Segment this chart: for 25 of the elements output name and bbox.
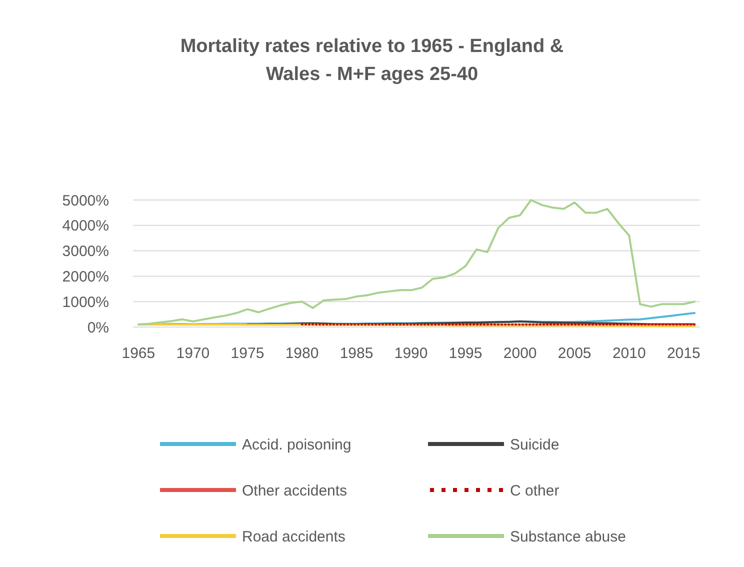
legend-label: C other bbox=[510, 482, 560, 500]
x-tick-label: 2015 bbox=[666, 345, 700, 362]
x-tick-label: 2010 bbox=[612, 345, 646, 362]
x-tick-label: 1995 bbox=[448, 345, 482, 362]
x-tick-label: 1990 bbox=[394, 345, 428, 362]
x-tick-label: 1965 bbox=[122, 345, 156, 362]
legend-label: Accid. poisoning bbox=[242, 436, 352, 454]
y-tick-label: 0% bbox=[87, 319, 109, 336]
x-tick-label: 1985 bbox=[340, 345, 374, 362]
y-tick-label: 3000% bbox=[62, 243, 109, 260]
x-tick-label: 1980 bbox=[285, 345, 319, 362]
line-series bbox=[137, 199, 696, 326]
y-tick-label: 4000% bbox=[62, 218, 109, 235]
y-tick-label: 5000% bbox=[62, 192, 109, 210]
y-tick-label: 1000% bbox=[62, 294, 109, 311]
legend-label: Substance abuse bbox=[510, 528, 626, 546]
x-tick-label: 2005 bbox=[558, 345, 592, 362]
legend-label: Other accidents bbox=[242, 482, 348, 500]
chart-title: Mortality rates relative to 1965 - England & Wales - M+F ages 25-40 bbox=[180, 36, 564, 85]
x-tick-label: 1970 bbox=[176, 345, 210, 362]
y-tick-label: 2000% bbox=[62, 268, 109, 286]
x-tick-label: 2000 bbox=[503, 345, 537, 362]
x-tick-label: 1975 bbox=[230, 345, 264, 362]
legend-label: Suicide bbox=[510, 436, 560, 454]
legend-label: Road accidents bbox=[242, 528, 346, 546]
